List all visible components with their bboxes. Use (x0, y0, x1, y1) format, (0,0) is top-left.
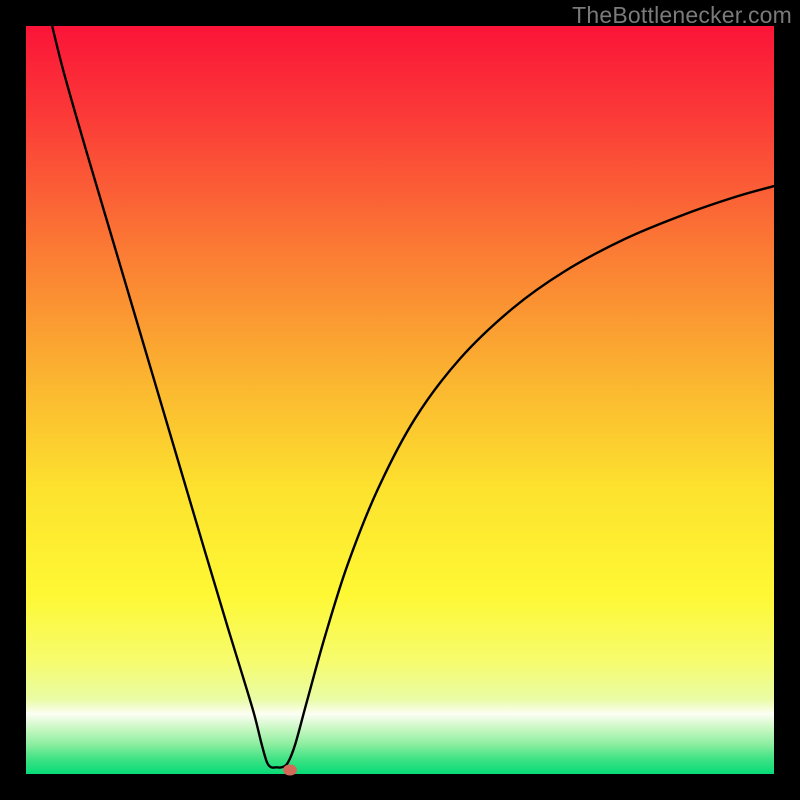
bottleneck-curve (26, 26, 774, 774)
chart-frame: TheBottlenecker.com (0, 0, 800, 800)
plot-area (26, 26, 774, 774)
watermark-text: TheBottlenecker.com (572, 2, 792, 29)
minimum-marker (283, 764, 297, 775)
